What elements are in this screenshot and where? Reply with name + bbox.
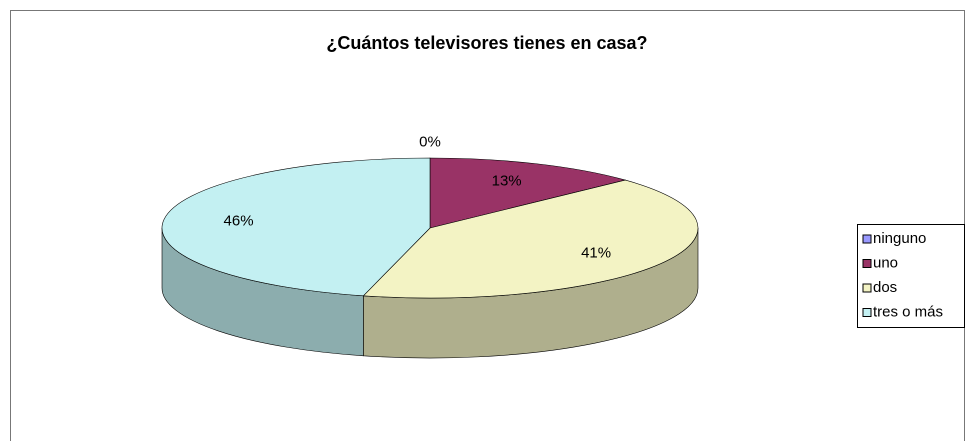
pie-slice <box>161 157 431 297</box>
legend-box <box>857 224 965 328</box>
legend-label: tres o más <box>873 303 943 320</box>
data-label: 0% <box>419 134 441 151</box>
data-label: 13% <box>492 173 522 190</box>
chart-title: ¿Cuántos televisores tienes en casa? <box>326 33 647 53</box>
pie-slice <box>362 179 699 299</box>
legend-label: uno <box>873 254 898 271</box>
legend-swatch <box>862 283 872 293</box>
legend-label: dos <box>873 279 897 296</box>
data-label: 46% <box>224 213 254 230</box>
legend-label: ninguno <box>873 230 926 247</box>
legend-swatch <box>862 308 872 317</box>
data-label: 41% <box>581 245 611 262</box>
pie-slice <box>429 157 627 229</box>
legend-swatch <box>862 259 872 268</box>
legend-swatch <box>862 234 872 244</box>
